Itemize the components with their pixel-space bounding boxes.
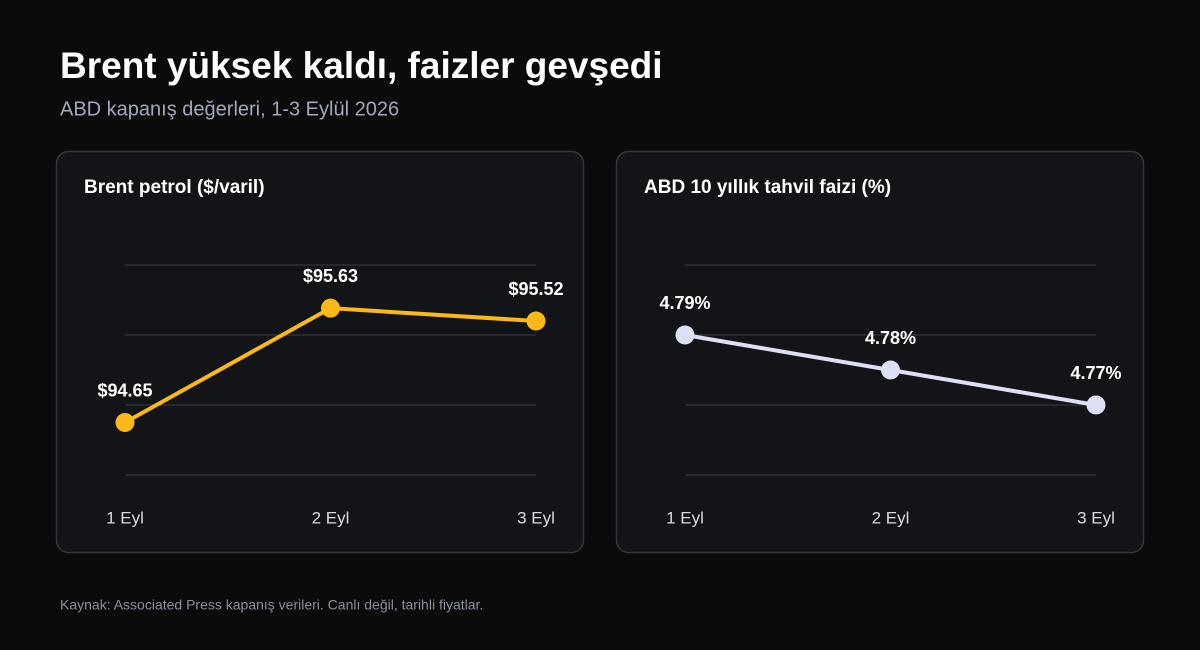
data-label: $94.65: [97, 380, 152, 400]
footer: Kaynak: Associated Press kapanış veriler…: [60, 597, 483, 613]
point: [881, 360, 900, 380]
data-label: $95.52: [508, 279, 563, 299]
x-tick-label: 3 Eyl: [517, 508, 555, 527]
point: [675, 325, 695, 345]
x-tick-label: 2 Eyl: [312, 508, 350, 527]
panel: [615, 150, 1145, 554]
chart-title: ABD 10 yıllık tahvil faizi (%): [644, 177, 891, 198]
chart-title: Brent petrol ($/varil): [84, 177, 265, 198]
page-subtitle: ABD kapanış değerleri, 1-3 Eylül 2026: [60, 98, 399, 120]
x-tick-label: 1 Eyl: [106, 508, 144, 527]
page-title: Brent yüksek kaldı, faizler gevşedi: [60, 45, 663, 86]
x-tick-label: 2 Eyl: [872, 508, 910, 527]
point: [526, 311, 546, 331]
data-label: 4.79%: [659, 293, 710, 313]
data-label: 4.77%: [1070, 363, 1121, 383]
x-tick-label: 3 Eyl: [1077, 508, 1115, 527]
x-tick-label: 1 Eyl: [666, 508, 704, 527]
data-label: $95.63: [303, 266, 358, 286]
point: [1086, 395, 1106, 415]
panel: [55, 150, 585, 554]
data-label: 4.78%: [865, 328, 916, 348]
point: [115, 413, 135, 432]
point: [321, 298, 340, 318]
